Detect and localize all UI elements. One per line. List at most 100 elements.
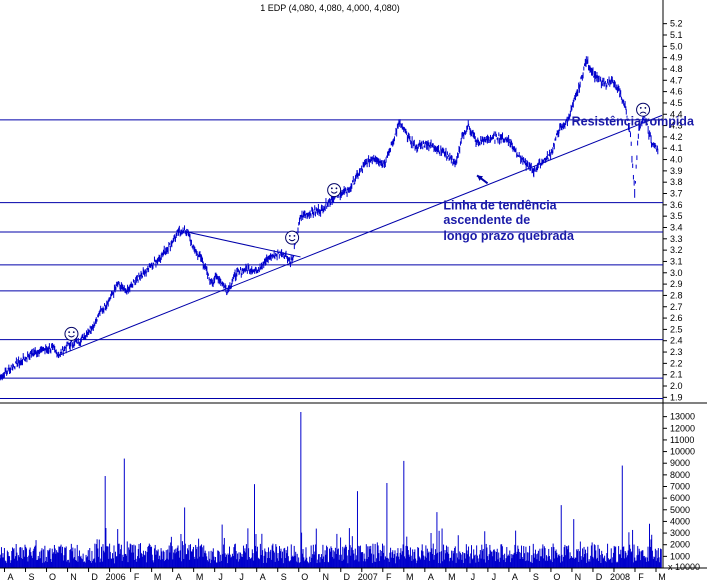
x-tick-label: M	[658, 572, 666, 582]
face-mouth	[288, 238, 296, 242]
volume-scale-note: x 10000	[668, 562, 700, 572]
price-tick-label: 1.9	[670, 392, 683, 402]
happy-face-icon	[64, 326, 79, 341]
price-tick-label: 4.0	[670, 155, 683, 165]
x-tick-label: A	[176, 572, 182, 582]
price-tick-label: 3.1	[670, 256, 683, 266]
volume-tick-label: 7000	[670, 482, 690, 492]
face-outline	[636, 102, 651, 117]
x-tick-label: A	[428, 572, 434, 582]
happy-face-icon	[285, 230, 300, 245]
x-tick-label: J	[218, 572, 223, 582]
x-tick-label: J	[492, 572, 497, 582]
price-tick-label: 2.3	[670, 347, 683, 357]
arrow-head	[477, 175, 483, 181]
face-mouth	[330, 191, 338, 194]
x-tick-label: S	[533, 572, 539, 582]
x-tick-label: 2006	[106, 572, 126, 582]
x-tick-label: M	[196, 572, 204, 582]
face-mouth	[68, 335, 75, 338]
face-mouth	[639, 111, 647, 114]
price-tick-label: 3.2	[670, 245, 683, 255]
x-tick-label: A	[512, 572, 518, 582]
volume-tick-label: 13000	[670, 412, 695, 422]
volume-tick-label: 3000	[670, 528, 690, 538]
price-tick-label: 5.2	[670, 19, 683, 29]
x-tick-label: F	[638, 572, 644, 582]
x-tick-label: F	[134, 572, 140, 582]
x-tick-label: M	[154, 572, 162, 582]
price-tick-label: 3.6	[670, 200, 683, 210]
price-tick-label: 3.9	[670, 166, 683, 176]
price-tick-label: 2.8	[670, 290, 683, 300]
volume-tick-label: 12000	[670, 423, 695, 433]
annotation-text: longo prazo quebrada	[443, 229, 575, 243]
face-eye	[639, 107, 642, 109]
x-tick-label: O	[301, 572, 308, 582]
volume-tick-label: 10000	[670, 447, 695, 457]
price-tick-label: 4.2	[670, 132, 683, 142]
x-tick-label: D	[344, 572, 351, 582]
x-tick-label: O	[49, 572, 56, 582]
volume-tick-label: 11000	[670, 435, 694, 445]
happy-face-icon	[327, 183, 342, 198]
x-tick-label: J	[239, 572, 244, 582]
face-eye	[330, 187, 333, 190]
arrow-icon	[476, 174, 489, 185]
volume-tick-label: 8000	[670, 470, 690, 480]
price-series	[0, 56, 659, 381]
price-tick-label: 3.5	[670, 211, 683, 221]
price-tick-label: 2.0	[670, 381, 683, 391]
volume-series	[0, 411, 662, 568]
sad-face-icon	[636, 102, 651, 117]
price-tick-label: 4.4	[670, 109, 683, 119]
price-tick-label: 4.5	[670, 98, 683, 108]
price-tick-label: 4.9	[670, 53, 683, 63]
volume-tick-label: 2000	[670, 540, 690, 550]
price-tick-label: 4.7	[670, 75, 683, 85]
face-eye	[288, 234, 291, 237]
annotation-text: Resistência rompida	[572, 115, 695, 129]
face-eye	[335, 187, 338, 190]
price-tick-label: 2.6	[670, 313, 683, 323]
x-tick-label: 2007	[358, 572, 378, 582]
x-tick-label: 2008	[610, 572, 630, 582]
x-tick-label: D	[91, 572, 98, 582]
face-eye	[68, 331, 71, 334]
face-eye	[293, 234, 296, 237]
price-tick-label: 3.8	[670, 177, 683, 187]
x-tick-label: N	[70, 572, 77, 582]
x-tick-label: M	[448, 572, 456, 582]
volume-tick-label: 6000	[670, 493, 690, 503]
price-tick-label: 5.1	[670, 30, 683, 40]
volume-tick-label: 5000	[670, 505, 690, 515]
x-tick-label: N	[575, 572, 582, 582]
price-tick-label: 3.7	[670, 189, 683, 199]
price-tick-label: 4.8	[670, 64, 683, 74]
annotation-text: ascendente de	[443, 213, 530, 227]
face-outline	[327, 183, 342, 198]
price-tick-label: 2.2	[670, 358, 683, 368]
chart-title: 1 EDP (4,080, 4,080, 4,000, 4,080)	[260, 3, 399, 13]
price-tick-label: 3.0	[670, 268, 683, 278]
x-axis: A S O N D 2006 F M A M J J A S O N D 2007 F M A M J J A S O N D 2008 F…	[0, 567, 707, 582]
volume-tick-label: 9000	[670, 458, 690, 468]
price-tick-label: 2.9	[670, 279, 683, 289]
face-eye	[72, 331, 75, 334]
face-outline	[64, 326, 79, 341]
x-tick-label: M	[406, 572, 414, 582]
x-tick-label: D	[596, 572, 603, 582]
x-tick-label: S	[29, 572, 35, 582]
volume-tick-label: 4000	[670, 516, 690, 526]
annotation-text: Linha de tendência	[443, 198, 557, 212]
price-panel: 5.25.15.04.94.84.74.64.54.44.34.24.14.03…	[0, 0, 707, 568]
price-tick-label: 4.6	[670, 87, 683, 97]
price-tick-label: 2.4	[670, 336, 683, 346]
price-tick-label: 3.4	[670, 222, 683, 232]
face-outline	[285, 230, 300, 245]
price-tick-label: 5.0	[670, 41, 683, 51]
price-tick-label: 3.3	[670, 234, 683, 244]
x-tick-label: A	[260, 572, 266, 582]
